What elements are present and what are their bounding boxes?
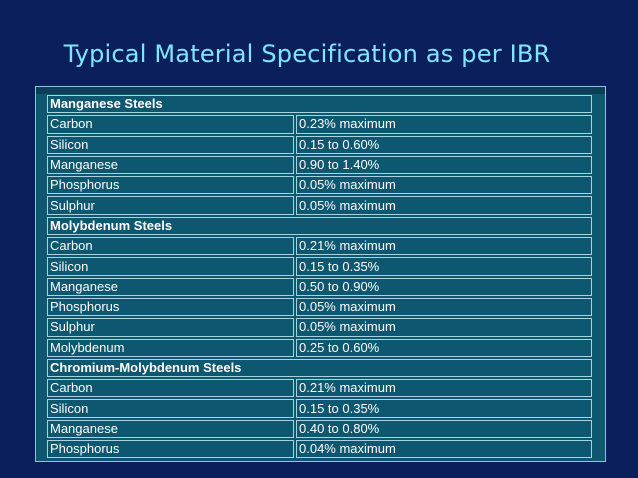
element-cell: Silicon (47, 257, 294, 276)
table-row: Phosphorus 0.05% maximum (47, 176, 592, 195)
table-row: Silicon 0.15 to 0.60% (47, 135, 592, 154)
element-cell: Sulphur (47, 196, 294, 215)
table-row: Carbon 0.23% maximum (47, 115, 592, 134)
table-row: Carbon 0.21% maximum (47, 237, 592, 256)
table-row: Silicon 0.15 to 0.35% (47, 257, 592, 276)
value-cell: 0.40 to 0.80% (296, 419, 592, 439)
table-row: Manganese 0.50 to 0.90% (47, 277, 592, 296)
value-cell: 0.05% maximum (296, 297, 592, 317)
table-row: Phosphorus 0.05% maximum (47, 297, 592, 317)
element-cell: Silicon (47, 135, 294, 154)
value-cell: 0.21% maximum (296, 379, 592, 398)
specification-table: Manganese Steels Carbon 0.23% maximum Si… (45, 93, 594, 460)
value-cell: 0.21% maximum (296, 237, 592, 256)
specification-table-frame: Manganese Steels Carbon 0.23% maximum Si… (35, 86, 606, 462)
table-row: Sulphur 0.05% maximum (47, 318, 592, 337)
value-cell: 0.05% maximum (296, 176, 592, 195)
element-cell: Carbon (47, 115, 294, 134)
element-cell: Manganese (47, 277, 294, 296)
section-row-manganese-steels: Manganese Steels (47, 95, 592, 114)
value-cell: 0.23% maximum (296, 115, 592, 134)
value-cell: 0.04% maximum (296, 440, 592, 459)
element-cell: Phosphorus (47, 176, 294, 195)
table-row: Carbon 0.21% maximum (47, 379, 592, 398)
section-row-molybdenum-steels: Molybdenum Steels (47, 216, 592, 236)
value-cell: 0.15 to 0.35% (296, 257, 592, 276)
element-cell: Phosphorus (47, 440, 294, 459)
section-row-chromium-molybdenum-steels: Chromium-Molybdenum Steels (47, 358, 592, 378)
slide-title: Typical Material Specification as per IB… (63, 40, 551, 68)
value-cell: 0.25 to 0.60% (296, 338, 592, 357)
element-cell: Manganese (47, 419, 294, 439)
table-top-edge (36, 87, 605, 94)
table-row: Manganese 0.90 to 1.40% (47, 155, 592, 175)
element-cell: Manganese (47, 155, 294, 175)
element-cell: Carbon (47, 379, 294, 398)
value-cell: 0.05% maximum (296, 318, 592, 337)
value-cell: 0.15 to 0.60% (296, 135, 592, 154)
element-cell: Silicon (47, 399, 294, 418)
table-row: Manganese 0.40 to 0.80% (47, 419, 592, 439)
value-cell: 0.90 to 1.40% (296, 155, 592, 175)
table-row: Molybdenum 0.25 to 0.60% (47, 338, 592, 357)
section-title: Manganese Steels (47, 95, 592, 114)
element-cell: Sulphur (47, 318, 294, 337)
section-title: Molybdenum Steels (47, 216, 592, 236)
element-cell: Phosphorus (47, 297, 294, 317)
value-cell: 0.05% maximum (296, 196, 592, 215)
table-row: Phosphorus 0.04% maximum (47, 440, 592, 459)
element-cell: Molybdenum (47, 338, 294, 357)
value-cell: 0.15 to 0.35% (296, 399, 592, 418)
table-row: Sulphur 0.05% maximum (47, 196, 592, 215)
table-row: Silicon 0.15 to 0.35% (47, 399, 592, 418)
element-cell: Carbon (47, 237, 294, 256)
section-title: Chromium-Molybdenum Steels (47, 358, 592, 378)
value-cell: 0.50 to 0.90% (296, 277, 592, 296)
